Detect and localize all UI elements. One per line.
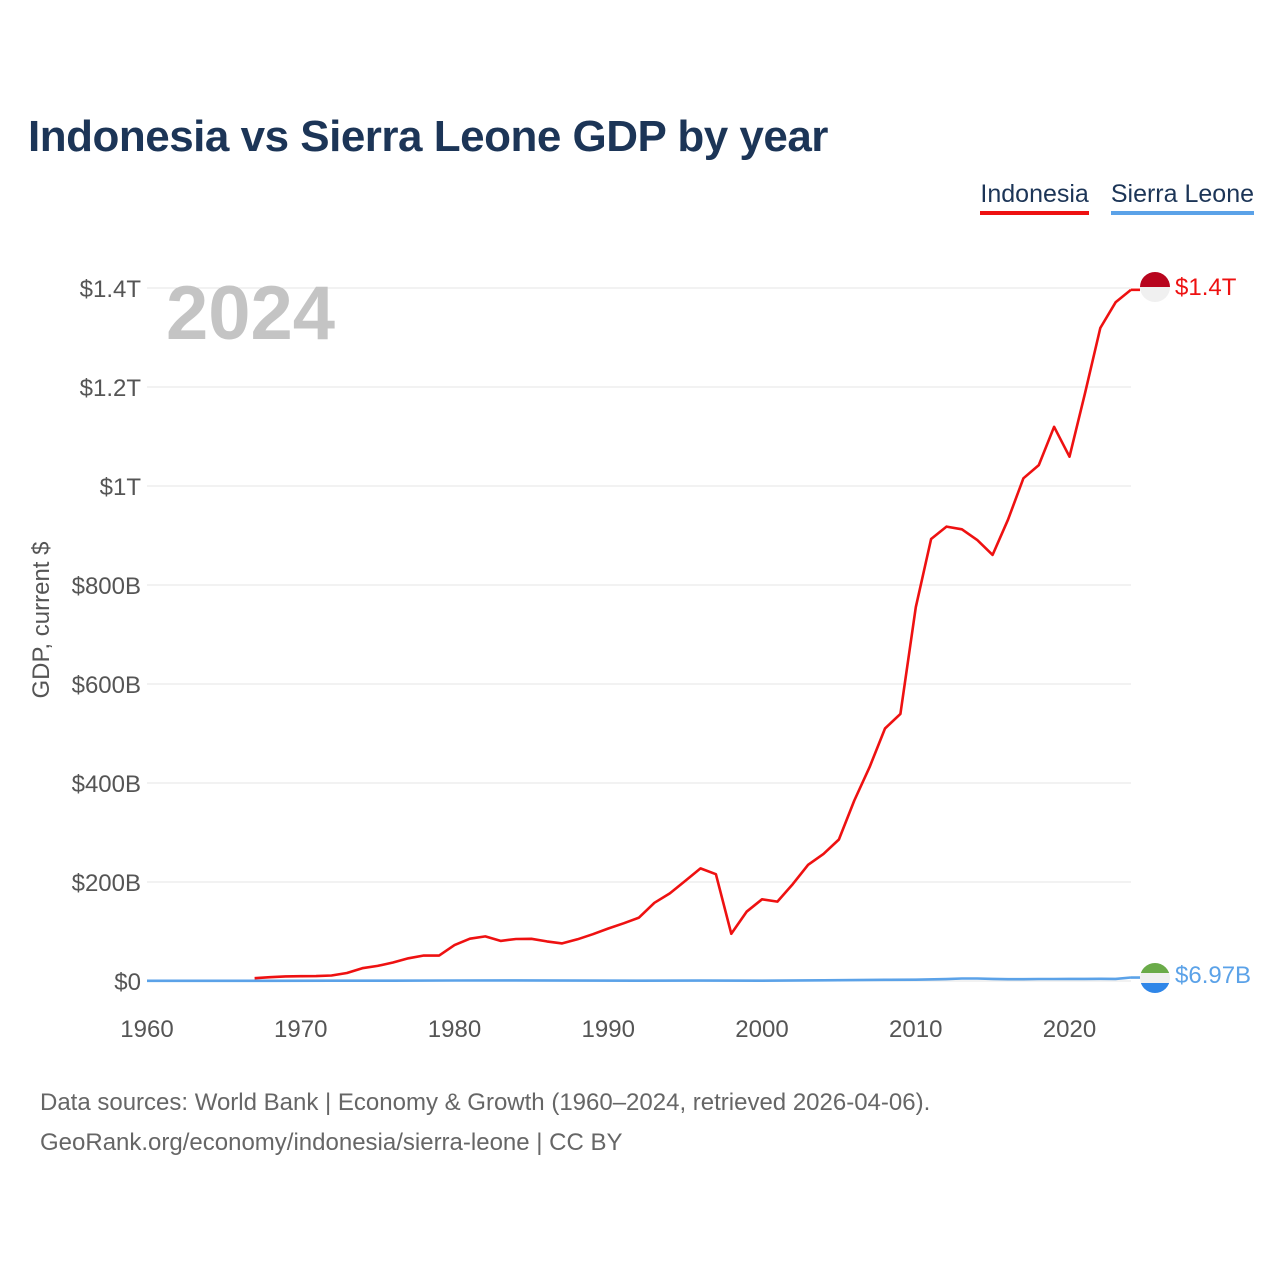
x-axis-ticks: 1960 1970 1980 1990 2000 2010 2020 xyxy=(120,1016,1096,1043)
x-tick-label: 1970 xyxy=(274,1016,327,1043)
legend-item-sierra-leone[interactable]: Sierra Leone xyxy=(1110,180,1254,215)
series-line-sierra-leone xyxy=(147,976,1132,983)
x-tick-label: 2010 xyxy=(889,1016,942,1043)
gdp-line-chart: 2024 $0 $200B $400B $600B $800B $1T $1.2T $1.4T… xyxy=(28,271,1251,1043)
chart-title: Indonesia vs Sierra Leone GDP by year xyxy=(28,112,828,161)
x-tick-label: 2000 xyxy=(735,1016,788,1043)
y-tick-label: $600B xyxy=(72,672,141,699)
indonesia-flag-icon xyxy=(1140,272,1170,302)
y-tick-label: $1.2T xyxy=(80,375,142,402)
legend: Indonesia Sierra Leone xyxy=(980,180,1254,215)
series-line-indonesia xyxy=(254,288,1132,980)
x-tick-label: 1990 xyxy=(582,1016,635,1043)
x-tick-label: 1960 xyxy=(120,1016,173,1043)
legend-item-indonesia[interactable]: Indonesia xyxy=(980,180,1089,215)
y-axis-ticks: $0 $200B $400B $600B $800B $1T $1.2T $1.4T xyxy=(72,276,142,996)
x-tick-label: 2020 xyxy=(1043,1016,1096,1043)
year-watermark: 2024 xyxy=(166,271,335,356)
y-tick-label: $200B xyxy=(72,870,141,897)
end-label-sierra-leone: $6.97B xyxy=(1175,962,1251,989)
series xyxy=(147,288,1140,983)
y-tick-label: $0 xyxy=(114,969,141,996)
y-tick-label: $800B xyxy=(72,573,141,600)
end-label-indonesia: $1.4T xyxy=(1175,274,1237,301)
footer-sources: Data sources: World Bank | Economy & Gro… xyxy=(40,1089,931,1116)
footer-attribution[interactable]: GeoRank.org/economy/indonesia/sierra-leo… xyxy=(40,1129,623,1156)
y-tick-label: $400B xyxy=(72,771,141,798)
grid xyxy=(147,287,1131,982)
x-tick-label: 1980 xyxy=(428,1016,481,1043)
y-tick-label: $1.4T xyxy=(80,276,142,303)
y-axis-title: GDP, current $ xyxy=(28,542,55,699)
footer: Data sources: World Bank | Economy & Gro… xyxy=(40,1083,930,1163)
sierra-leone-flag-icon xyxy=(1140,963,1170,993)
y-tick-label: $1T xyxy=(100,474,142,501)
